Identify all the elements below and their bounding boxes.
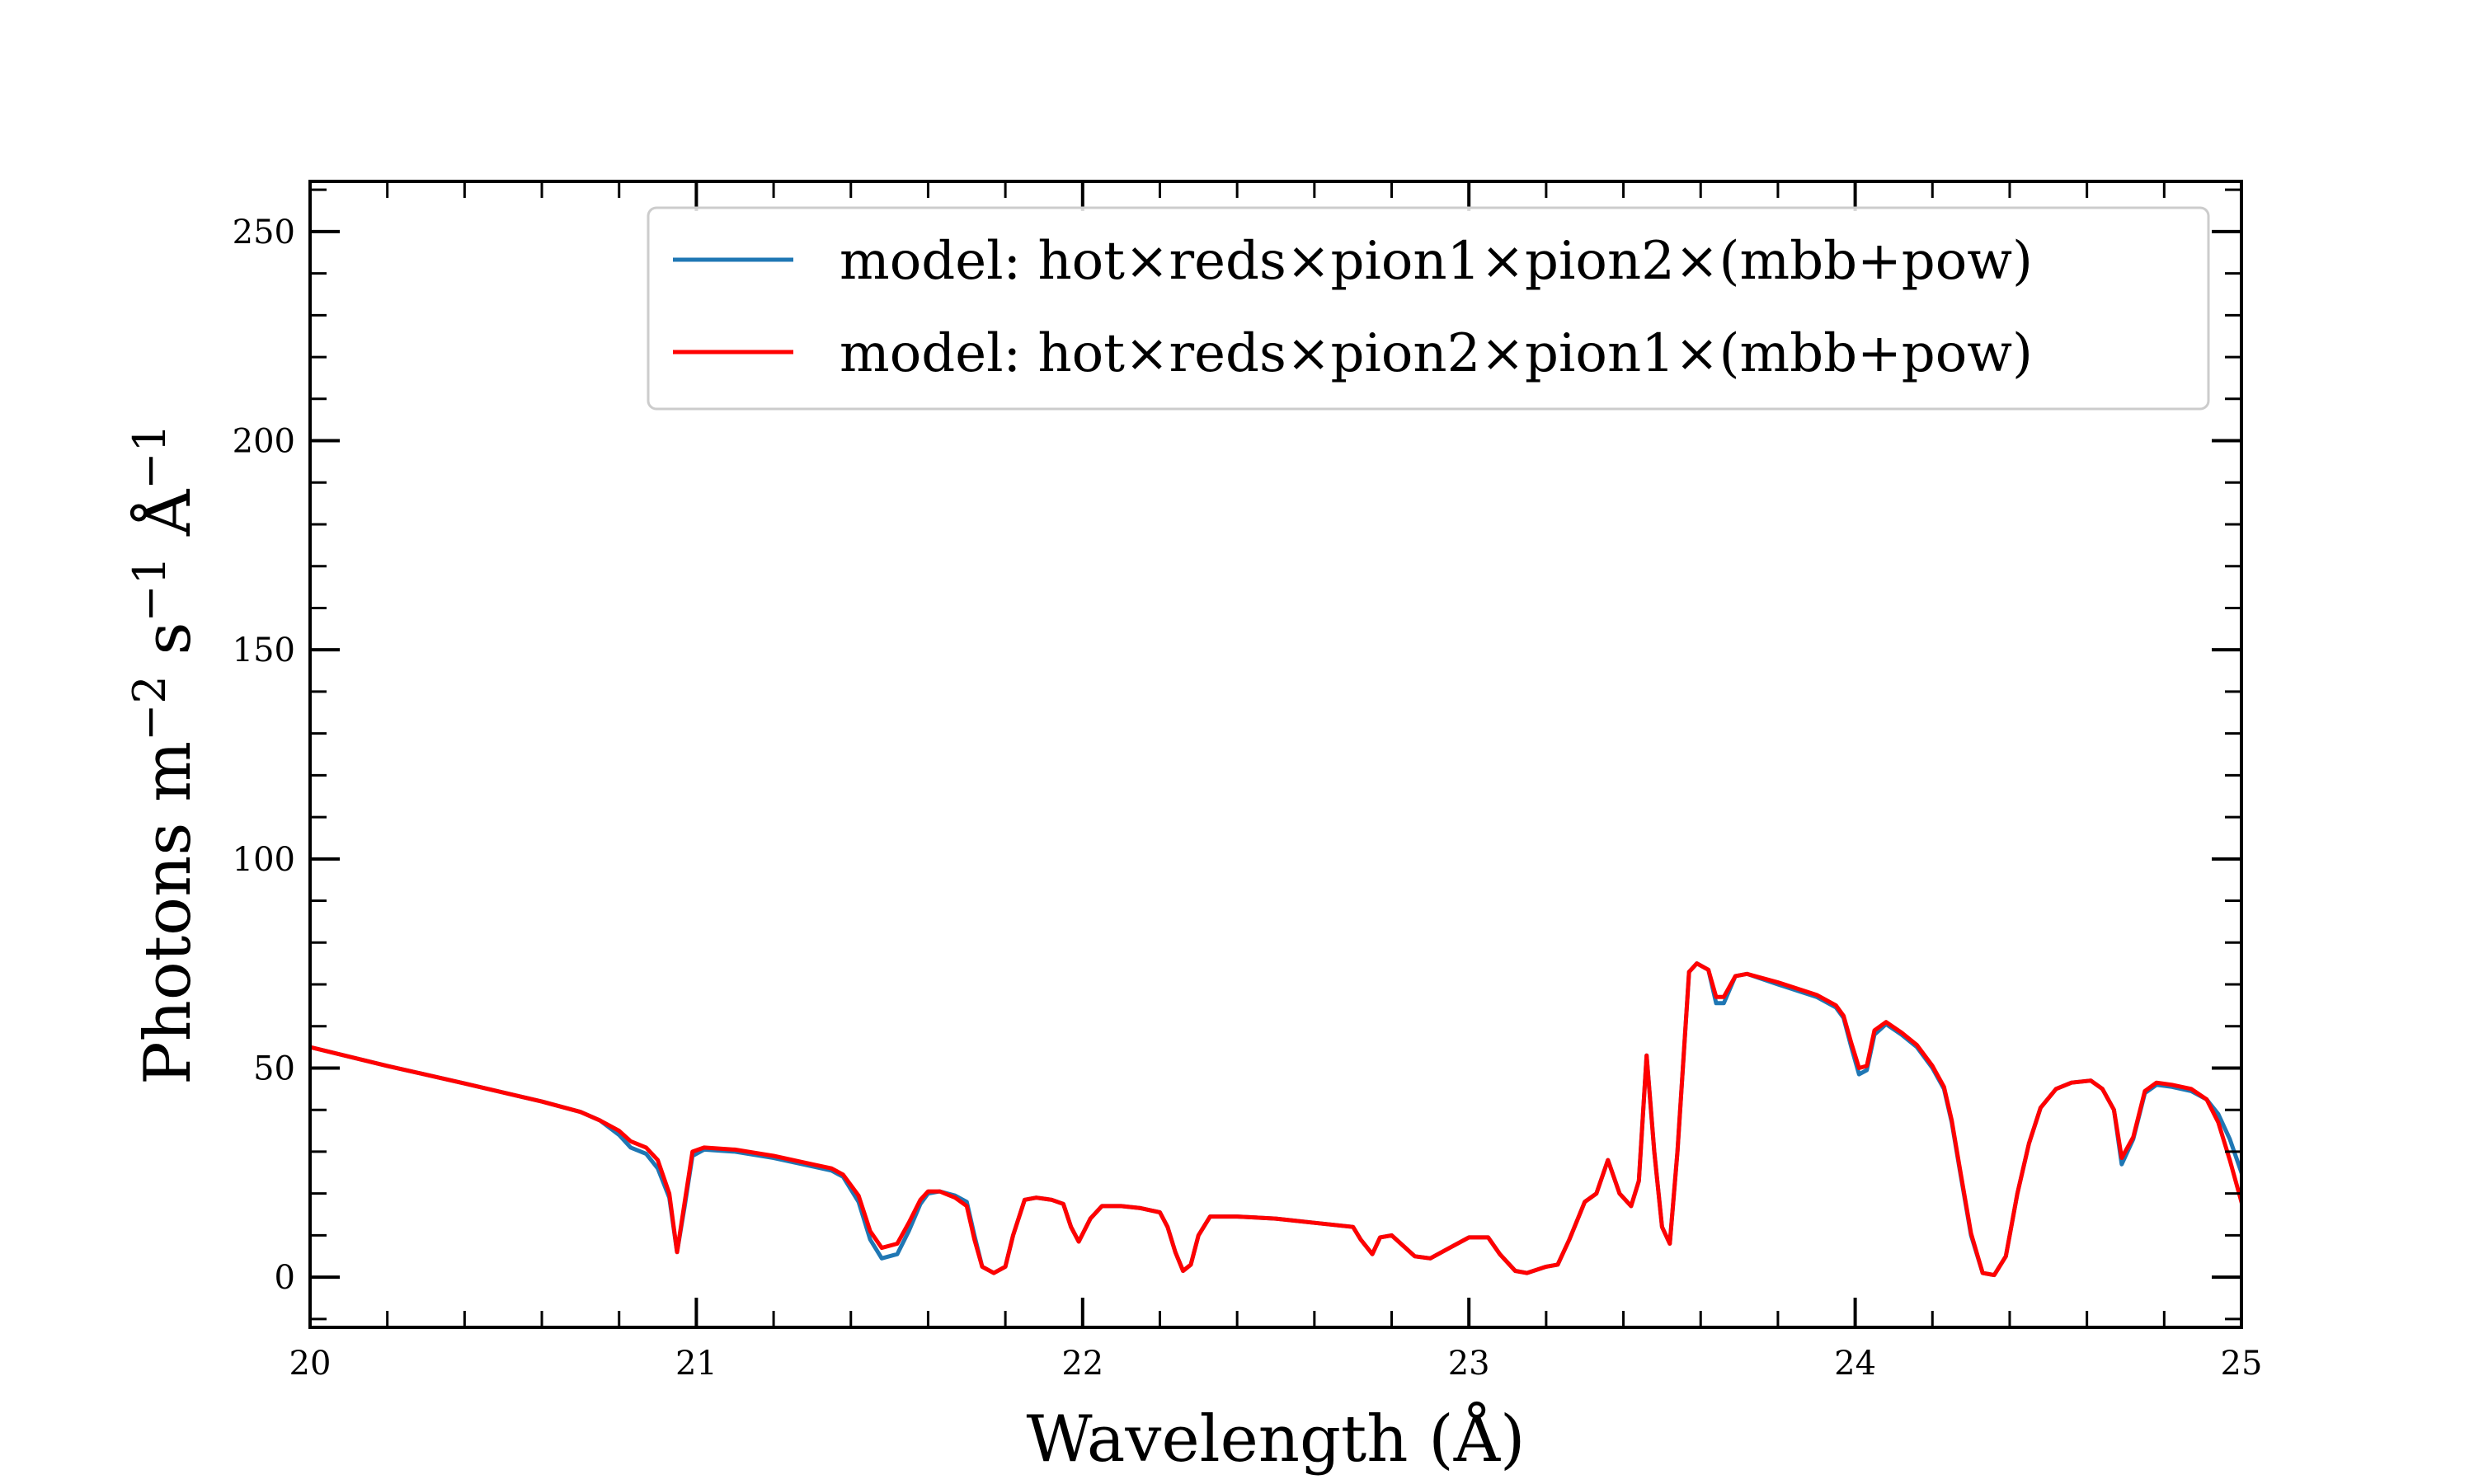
y-axis-label: Photons m−2 s−1 Å−1 <box>124 424 205 1085</box>
y-axis-label-part: Å <box>129 488 205 556</box>
y-axis-label-exponent: −1 <box>124 556 176 622</box>
x-tick-label: 20 <box>289 1345 332 1383</box>
y-axis-label-part: Photons m <box>131 741 205 1085</box>
y-tick-label: 250 <box>233 214 295 251</box>
y-tick-label: 0 <box>275 1259 295 1297</box>
y-tick-label: 100 <box>233 841 295 879</box>
legend-box <box>647 206 2210 411</box>
series-line-2 <box>310 961 2241 1278</box>
x-tick-label: 22 <box>1061 1345 1103 1383</box>
plot-frame <box>308 180 2243 1329</box>
y-tick-label: 150 <box>233 632 295 669</box>
legend-label-series-2: model: hot×reds×pion2×pion1×(mbb+pow) <box>840 323 2033 384</box>
y-tick-label: 50 <box>253 1050 295 1087</box>
series-layer <box>310 961 2241 1278</box>
x-axis-label: Wavelength (Å) <box>1027 1401 1526 1477</box>
x-tick-label: 21 <box>675 1345 717 1383</box>
legend-label-series-1: model: hot×reds×pion1×pion2×(mbb+pow) <box>840 231 2033 292</box>
y-tick-label: 200 <box>233 423 295 461</box>
x-tick-labels: 20 21 22 23 24 25 <box>289 1345 2263 1383</box>
x-tick-label: 24 <box>1834 1345 1876 1383</box>
x-tick-label: 23 <box>1448 1345 1490 1383</box>
y-axis-label-exponent: −1 <box>124 424 176 490</box>
legend: model: hot×reds×pion1×pion2×(mbb+pow) mo… <box>647 206 2210 411</box>
y-tick-labels: 0 50 100 150 200 250 <box>233 214 295 1297</box>
y-axis-label-part: s <box>131 622 205 675</box>
x-tick-label: 25 <box>2221 1345 2263 1383</box>
y-axis-label-exponent: −2 <box>124 675 176 741</box>
